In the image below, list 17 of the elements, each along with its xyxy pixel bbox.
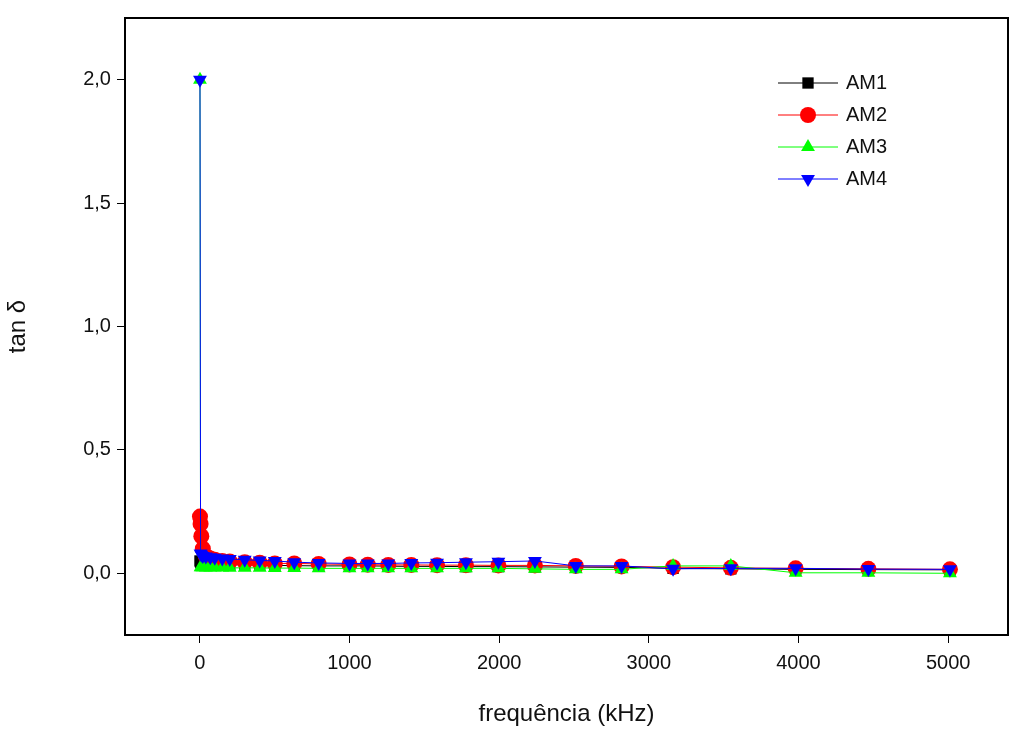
legend-label: AM1	[846, 70, 888, 93]
x-tick-label: 5000	[925, 650, 971, 673]
y-tick-label: 1,5	[83, 190, 111, 213]
x-tick-label: 4000	[776, 650, 821, 673]
x-tick-label: 2000	[476, 650, 522, 673]
legend-label: AM3	[846, 134, 888, 157]
x-tick-label: 0	[194, 650, 206, 673]
y-tick-label: 0,0	[83, 560, 111, 583]
legend-label: AM4	[846, 166, 888, 189]
y-tick-label: 2,0	[83, 67, 111, 90]
y-axis-title: tan δ	[3, 299, 31, 354]
x-tick-label: 1000	[327, 650, 372, 673]
y-tick-label: 0,5	[83, 437, 111, 460]
legend-label: AM2	[846, 102, 888, 125]
x-axis-title: frequência (kHz)	[478, 699, 655, 727]
y-tick-label: 1,0	[83, 314, 111, 337]
x-tick-label: 3000	[626, 650, 672, 673]
